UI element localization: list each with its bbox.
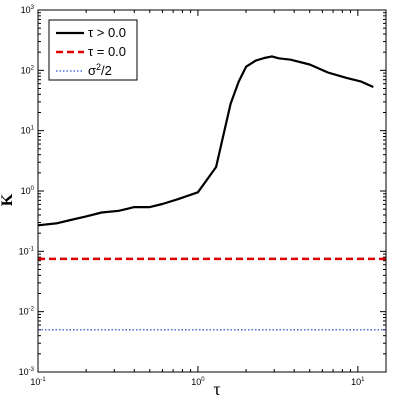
x-tick-label: 10-1: [30, 377, 46, 387]
series-line-0: [37, 55, 374, 227]
legend-label-1: τ = 0.0: [88, 44, 126, 59]
y-tick-label: 103: [21, 5, 35, 15]
y-tick-label: 101: [21, 126, 35, 136]
legend-box: [48, 19, 138, 81]
y-tick-label: 102: [21, 65, 35, 75]
x-axis-label: τ: [213, 379, 220, 399]
y-tick-label: 10-2: [19, 307, 35, 317]
plot-frame: [37, 9, 387, 373]
y-tick-label: 100: [21, 186, 35, 196]
x-tick-label: 100: [191, 377, 205, 387]
y-tick-label: 10-1: [19, 246, 35, 256]
legend-label-2: σ2/2: [88, 62, 112, 78]
legend: τ > 0.0 τ = 0.0 σ2/2: [48, 19, 138, 81]
series-layer: [37, 55, 386, 331]
y-axis-label: K: [0, 193, 16, 206]
x-tick-label: 101: [351, 377, 365, 387]
legend-label-0: τ > 0.0: [88, 25, 126, 40]
y-tick-label: 10-3: [19, 367, 35, 377]
